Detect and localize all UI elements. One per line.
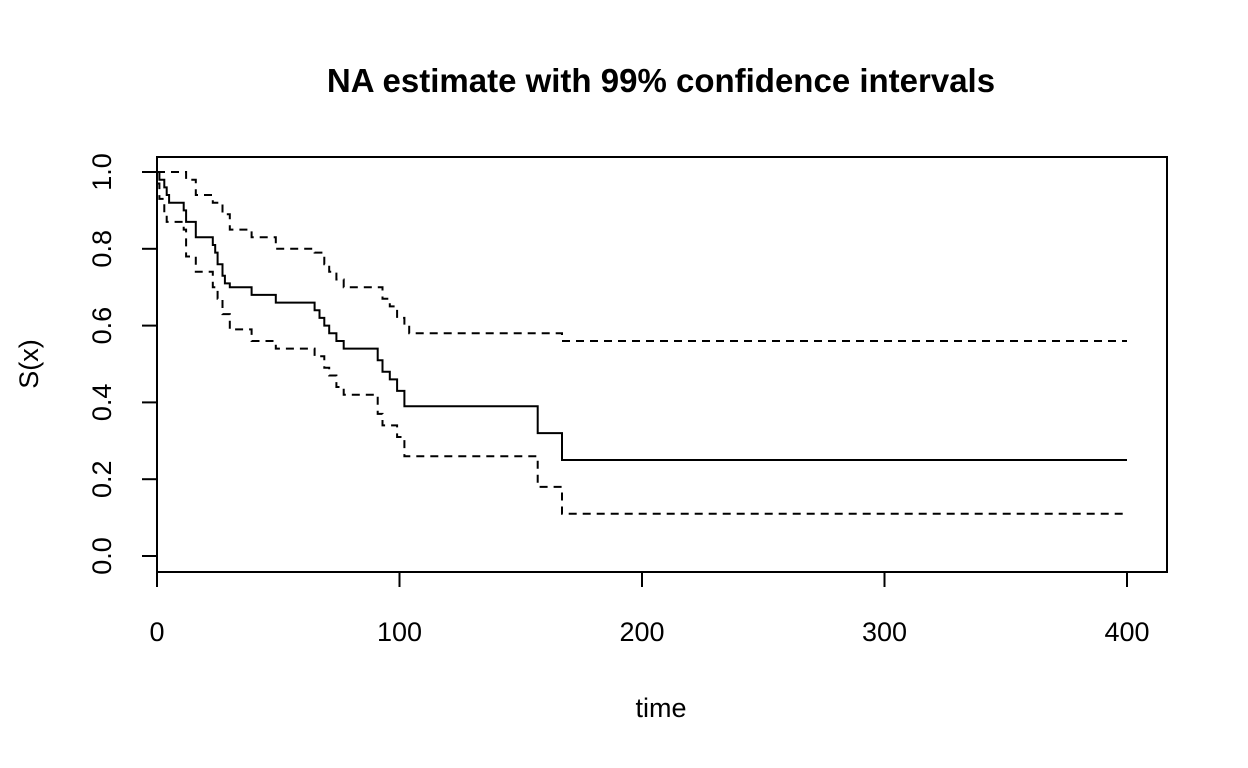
y-axis: 0.0 0.2 0.4 0.6 0.8 1.0 (87, 153, 158, 575)
y-tick-label: 0.6 (87, 307, 117, 345)
y-tick-label: 0.4 (87, 384, 117, 422)
series-layer (157, 171, 1127, 515)
x-tick-label: 200 (619, 617, 664, 647)
x-tick-label: 100 (377, 617, 422, 647)
x-tick-label: 300 (862, 617, 907, 647)
y-tick-label: 0.2 (87, 460, 117, 498)
chart-title: NA estimate with 99% confidence interval… (327, 62, 995, 99)
y-tick-label: 1.0 (87, 153, 117, 191)
x-axis-label: time (635, 693, 686, 723)
x-axis: 0 100 200 300 400 (149, 571, 1150, 647)
y-tick-label: 0.0 (87, 537, 117, 575)
lower-ci-line (157, 182, 1127, 515)
x-tick-label: 400 (1104, 617, 1149, 647)
y-tick-label: 0.8 (87, 230, 117, 268)
plot-frame (156, 156, 1168, 573)
estimate-line (157, 171, 1127, 461)
x-tick-label: 0 (149, 617, 164, 647)
y-axis-label: S(x) (14, 339, 44, 389)
upper-ci-line (157, 171, 1127, 342)
